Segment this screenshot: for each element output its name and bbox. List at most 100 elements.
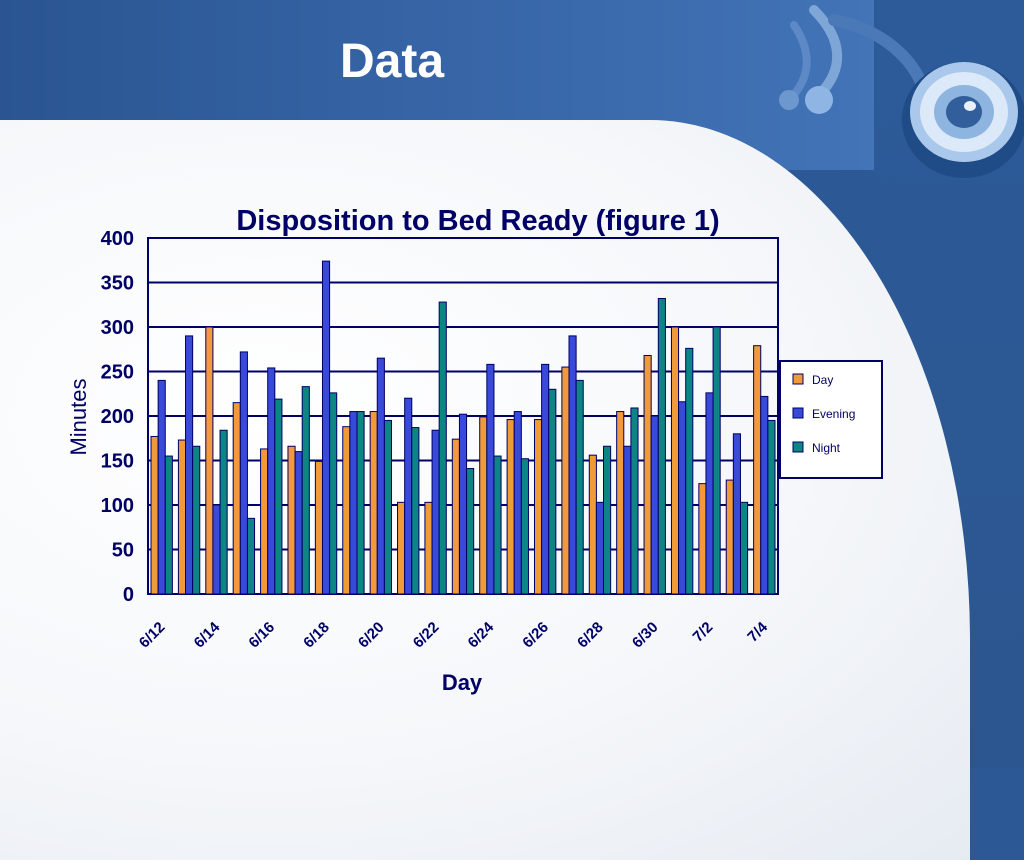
- bar-day-18: [643, 354, 652, 595]
- bar-evening-19: [678, 401, 687, 595]
- bar-night-14: [548, 388, 557, 595]
- y-tick-labels: 0 50 100 150 200 250 300 350 400: [101, 228, 134, 606]
- y-tick-label: 400: [101, 228, 134, 250]
- bar-night-13: [520, 458, 529, 595]
- bar-evening-18: [650, 415, 659, 595]
- bar-day-0: [150, 435, 159, 595]
- y-tick-label: 250: [101, 362, 134, 384]
- x-axis-label: Day: [442, 670, 483, 695]
- bar-evening-17: [623, 445, 632, 595]
- bar-day-11: [451, 438, 460, 595]
- bar-night-16: [603, 445, 612, 595]
- bar-day-4: [260, 448, 269, 595]
- bar-evening-15: [568, 335, 577, 595]
- bar-day-7: [342, 426, 351, 595]
- bar-night-7: [356, 411, 365, 595]
- y-tick-label: 200: [101, 406, 134, 428]
- bar-night-19: [685, 347, 694, 595]
- bar-evening-3: [239, 351, 248, 595]
- bar-night-1: [192, 445, 201, 595]
- bar-evening-22: [760, 395, 769, 595]
- legend-label-evening: Evening: [812, 407, 855, 421]
- bar-day-16: [588, 454, 597, 595]
- bar-evening-16: [595, 501, 605, 595]
- bar-evening-5: [294, 451, 303, 595]
- bar-day-2: [205, 326, 214, 595]
- slide-title: Data: [339, 35, 445, 88]
- bar-evening-8: [376, 357, 385, 595]
- bar-day-21: [725, 479, 734, 595]
- bar-night-15: [575, 379, 584, 595]
- bar-evening-1: [185, 335, 194, 595]
- bar-night-6: [329, 392, 338, 595]
- x-tick-label: 6/12: [136, 619, 169, 652]
- bar-night-9: [411, 427, 420, 595]
- x-tick-label: 6/26: [519, 619, 552, 652]
- bar-chart: Disposition to Bed Ready (figure 1) 0 50 1…: [66, 205, 883, 695]
- x-tick-label: 7/4: [744, 618, 771, 645]
- y-axis-label: Minutes: [66, 378, 91, 455]
- bar-day-1: [177, 439, 187, 595]
- x-tick-label: 6/14: [191, 618, 224, 651]
- bar-evening-14: [541, 363, 550, 595]
- bar-night-5: [301, 386, 310, 595]
- bar-evening-7: [349, 411, 358, 595]
- y-tick-label: 150: [101, 451, 134, 473]
- chart-title: Disposition to Bed Ready (figure 1): [236, 205, 719, 237]
- bar-day-19: [670, 326, 680, 595]
- legend-label-day: Day: [812, 373, 833, 387]
- bar-night-22: [767, 419, 776, 595]
- bar-evening-2: [212, 504, 221, 595]
- bar-day-17: [616, 411, 625, 595]
- bar-day-9: [397, 501, 406, 595]
- y-tick-label: 350: [101, 273, 134, 295]
- x-tick-label: 6/30: [629, 619, 662, 652]
- x-tick-label: 6/20: [355, 619, 388, 652]
- bar-day-3: [232, 402, 241, 595]
- y-tick-label: 100: [101, 495, 134, 517]
- bar-night-10: [438, 301, 447, 595]
- bar-day-12: [479, 416, 488, 595]
- bar-night-0: [164, 455, 173, 595]
- bar-day-20: [698, 483, 707, 595]
- bar-night-18: [657, 298, 666, 595]
- legend-swatch-night: [792, 441, 804, 453]
- x-tick-label: 7/2: [690, 619, 717, 646]
- x-tick-labels: 6/12 6/14 6/16 6/18 6/20 6/22 6/24 6/26 6/28 6/30…: [136, 618, 772, 651]
- legend-label-night: Night: [812, 441, 841, 455]
- bar-day-15: [561, 366, 570, 595]
- legend-swatch-day: [792, 373, 804, 385]
- x-tick-label: 6/22: [410, 619, 443, 652]
- bar-evening-13: [513, 411, 522, 595]
- bar-day-13: [506, 419, 515, 595]
- bar-day-6: [314, 460, 323, 595]
- bar-evening-4: [267, 367, 276, 595]
- bar-day-14: [533, 419, 543, 595]
- y-tick-label: 300: [101, 317, 134, 339]
- y-tick-label: 0: [123, 584, 134, 606]
- legend: Day Evening Night: [779, 360, 883, 479]
- bar-evening-6: [321, 260, 331, 595]
- bar-day-8: [369, 411, 378, 595]
- x-tick-label: 6/18: [300, 619, 333, 652]
- bar-evening-20: [705, 392, 714, 595]
- bar-day-5: [287, 445, 296, 595]
- bar-evening-21: [732, 433, 741, 595]
- bars-group: [150, 260, 776, 595]
- y-tick-label: 50: [112, 540, 134, 562]
- bar-night-17: [630, 407, 639, 595]
- bar-night-8: [383, 419, 393, 595]
- bar-night-12: [493, 455, 502, 595]
- bar-night-11: [466, 468, 475, 595]
- bar-night-20: [712, 326, 721, 595]
- bar-night-4: [274, 398, 283, 595]
- bar-evening-9: [404, 397, 413, 595]
- x-tick-label: 6/28: [574, 619, 607, 652]
- x-tick-label: 6/24: [465, 618, 498, 651]
- bar-evening-10: [431, 429, 440, 595]
- bar-evening-0: [157, 379, 166, 595]
- bar-day-22: [753, 345, 762, 595]
- bar-day-10: [424, 501, 433, 595]
- stethoscope-image: [779, 5, 1024, 178]
- legend-swatch-evening: [792, 407, 804, 419]
